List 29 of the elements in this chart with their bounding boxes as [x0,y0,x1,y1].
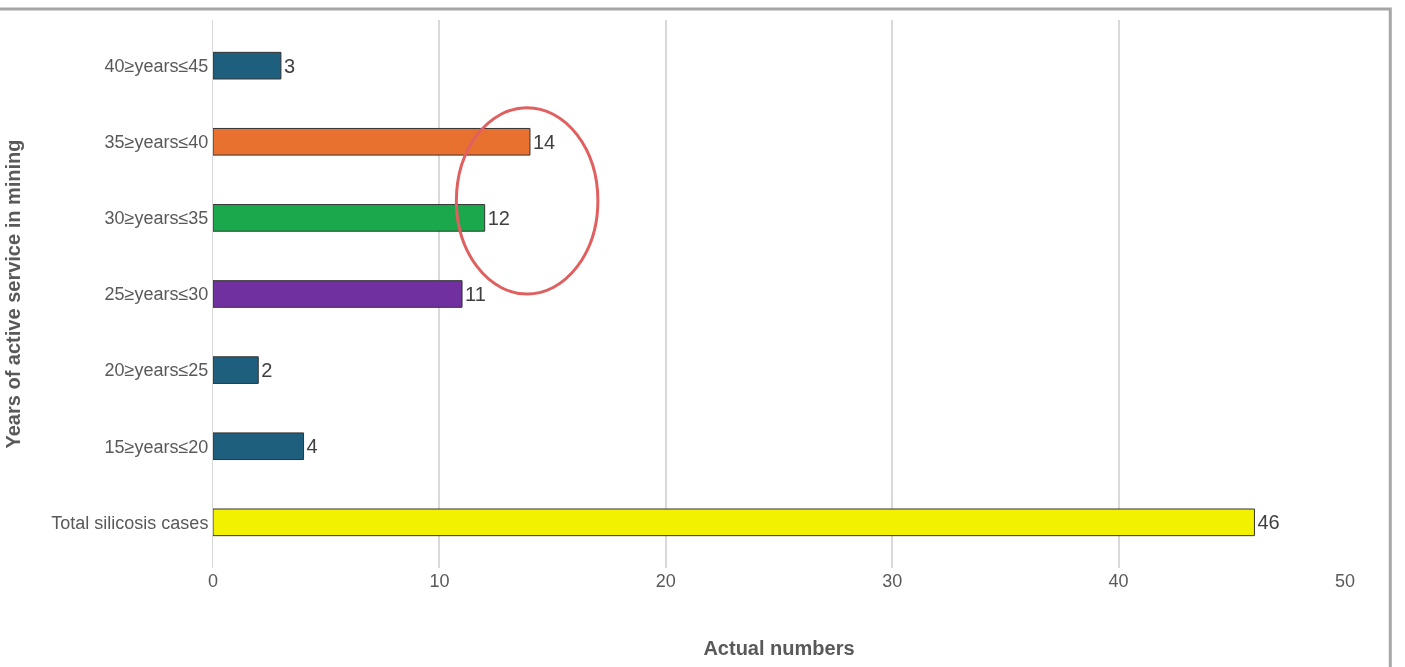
bar [213,280,463,308]
y-axis-title: Years of active service in mining [1,139,24,449]
x-tick-label: 50 [1334,571,1356,591]
x-tick-label: 40 [1108,571,1129,591]
x-tick-label: 20 [655,571,676,591]
x-tick-label: 0 [207,571,219,591]
bar [213,508,1255,537]
bar [213,432,305,461]
data-label: 14 [532,130,556,153]
bar [213,356,259,384]
x-tick-label: 30 [882,571,903,591]
data-label: 12 [487,206,510,229]
data-label: 11 [465,283,486,305]
y-tick-label: 20≥years≤25 [104,360,209,381]
bar [213,127,531,156]
y-tick-label: 15≥years≤20 [104,436,209,457]
data-label: 3 [283,54,296,77]
data-label: 4 [306,435,318,458]
y-tick-label: 30≥years≤35 [104,208,209,229]
data-label: 46 [1257,511,1280,534]
y-tick-label: 35≥years≤40 [104,132,209,153]
y-tick-label: Total silicosis cases [51,512,209,533]
data-label: 2 [261,359,273,382]
bar [213,204,486,232]
y-tick-label: 40≥years≤45 [104,55,209,76]
x-axis-title: Actual numbers [703,636,855,659]
bar [213,51,282,80]
y-tick-label: 25≥years≤30 [104,284,209,305]
x-tick-label: 10 [429,571,450,591]
